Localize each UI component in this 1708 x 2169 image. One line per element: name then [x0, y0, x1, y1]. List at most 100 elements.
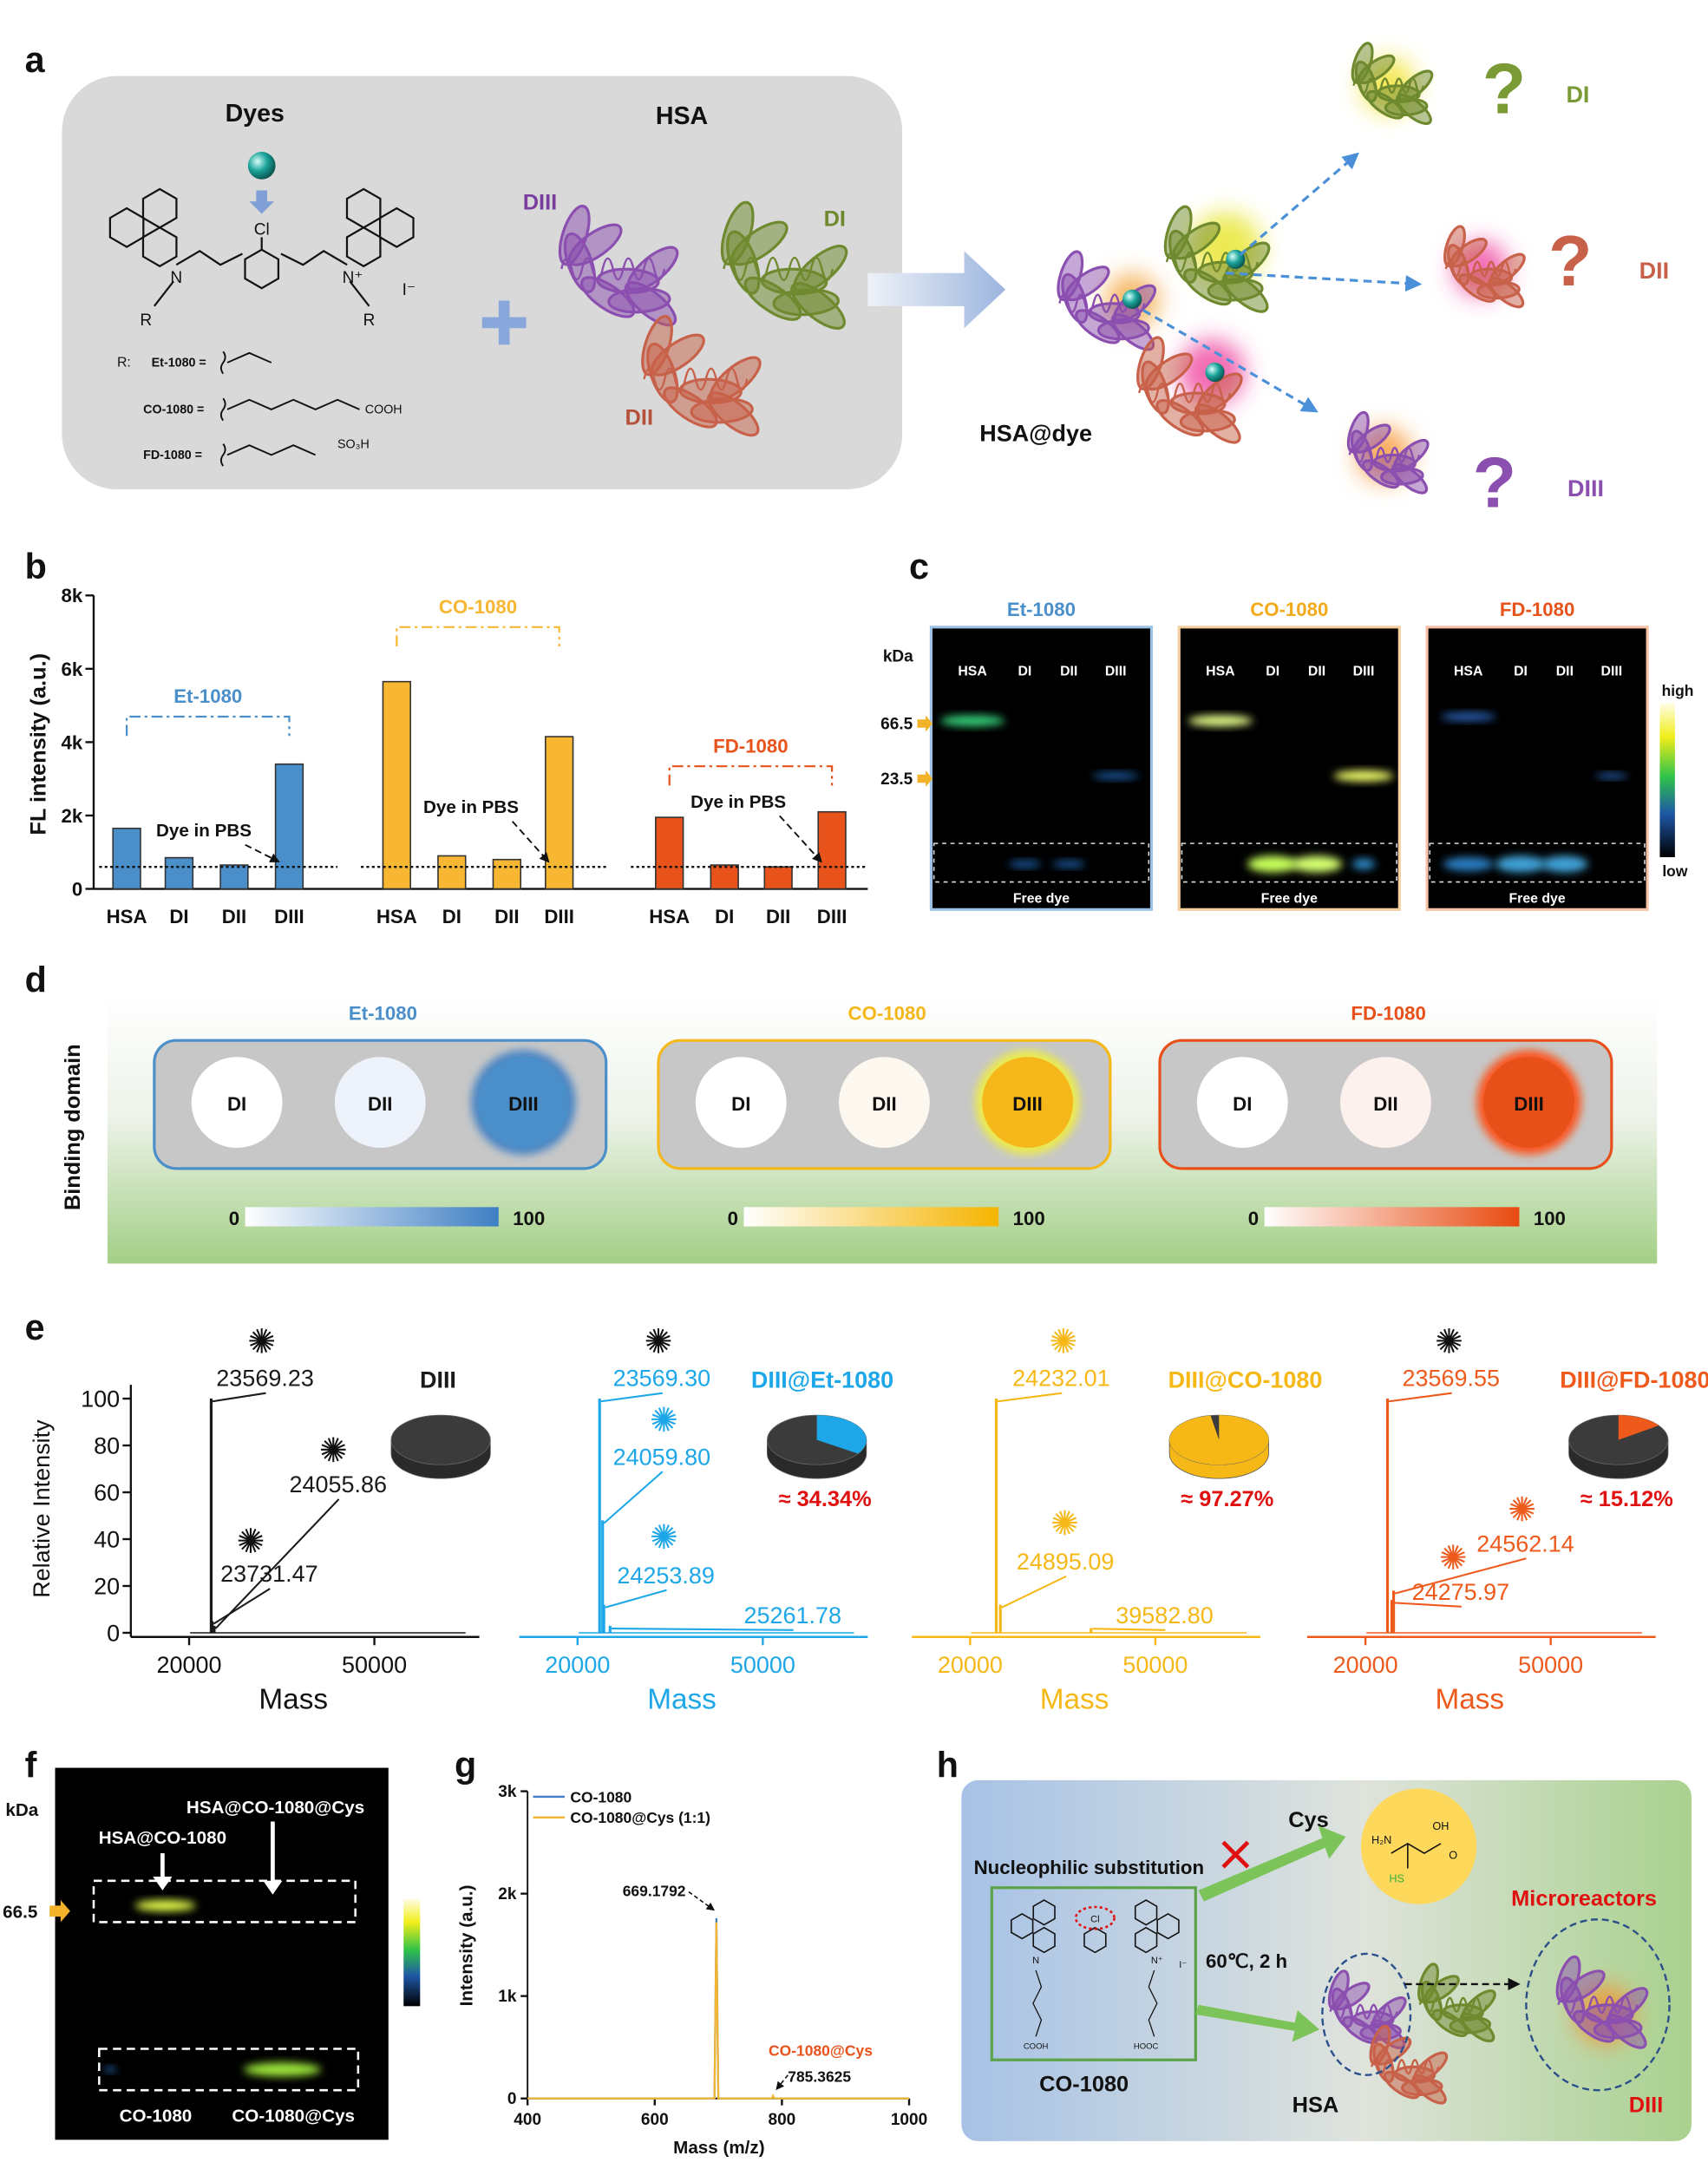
atom: HS — [1389, 1872, 1404, 1884]
domain-circle — [1483, 1057, 1574, 1149]
annotation: 785.3625 — [788, 2068, 851, 2086]
colorbar — [1659, 703, 1675, 857]
atom: N⁺ — [1151, 1956, 1163, 1966]
coil — [1348, 446, 1421, 463]
panel-letter: f — [25, 1746, 37, 1786]
annotation: Dye in PBS — [423, 797, 519, 817]
label: kDa — [5, 1800, 38, 1820]
lane-label: HSA — [1206, 664, 1235, 678]
lane-label: DIII — [1601, 664, 1623, 678]
star — [1510, 1503, 1535, 1515]
domain-label: DI — [824, 207, 846, 232]
helix — [790, 282, 846, 331]
pie-label: ≈ 15.12% — [1580, 1487, 1673, 1511]
dye-name: FD-1080 = — [143, 449, 202, 462]
domain-circle — [695, 1057, 787, 1149]
colorbar — [1264, 1207, 1520, 1227]
x-tick-label: 50000 — [342, 1652, 407, 1678]
x-tick-label: DIII — [544, 906, 574, 927]
peak-label: 24253.89 — [617, 1563, 715, 1589]
lane-label: HSA@CO-1080 — [99, 1828, 226, 1848]
helix — [624, 281, 677, 327]
x-tick-label: 400 — [514, 2111, 541, 2129]
bracket — [668, 765, 834, 786]
panel-letter: b — [25, 547, 47, 586]
atom: I⁻ — [1179, 1960, 1187, 1970]
atom: HOOC — [1134, 2042, 1159, 2052]
annotation-arrow — [511, 821, 550, 863]
x-tick-label: 600 — [641, 2111, 669, 2129]
dashed-box — [98, 2048, 360, 2092]
spectrum-title: DIII@CO-1080 — [1168, 1366, 1323, 1392]
bar — [219, 864, 249, 890]
bar — [492, 858, 522, 890]
x-tick-label: DI — [715, 906, 734, 927]
lane-label: DII — [1556, 664, 1574, 678]
peak-label: 24275.97 — [1412, 1579, 1510, 1605]
y-axis-label: Intensity (a.u.) — [457, 1885, 477, 2007]
atom: R — [363, 311, 376, 330]
band — [1052, 860, 1085, 868]
domain-label: DII — [625, 405, 653, 429]
star — [250, 1334, 274, 1347]
domain-label: DII — [368, 1093, 392, 1115]
x-tick-label: 20000 — [157, 1652, 222, 1678]
arrow — [249, 190, 274, 214]
domain-label: DII — [1373, 1093, 1397, 1115]
bond — [153, 280, 174, 307]
protein — [558, 204, 679, 327]
bar — [710, 864, 739, 890]
coil — [1371, 2059, 1440, 2075]
dye-molecule — [1205, 362, 1225, 383]
gel — [55, 1767, 389, 2140]
leader-line — [1388, 1392, 1452, 1403]
domain-circle — [334, 1057, 426, 1149]
lane-label: DIII — [1105, 664, 1127, 678]
marker-label: 66.5 — [3, 1903, 37, 1923]
bar — [437, 855, 467, 890]
panel-letter: g — [455, 1746, 476, 1786]
pie-slice — [1169, 1415, 1269, 1465]
leader-line — [603, 1471, 664, 1524]
x-axis-label: Mass — [647, 1683, 717, 1715]
bond — [1391, 1843, 1442, 1854]
box-title: FD-1080 — [1351, 1002, 1425, 1024]
title: HSA — [656, 102, 708, 130]
peak-label: 24059.80 — [613, 1444, 711, 1470]
label: R: — [117, 356, 131, 370]
coil — [1418, 1996, 1488, 2013]
helix — [1391, 462, 1429, 495]
x-tick-label: 50000 — [730, 1652, 795, 1678]
bar — [817, 810, 847, 890]
domain-circle — [982, 1057, 1073, 1149]
bar — [382, 680, 411, 890]
star — [1051, 1334, 1076, 1347]
y-tick-label: 6k — [62, 659, 83, 680]
band — [1351, 858, 1376, 870]
y-axis-label: Relative Intensity — [29, 1419, 55, 1598]
lane-label: DI — [1514, 664, 1528, 678]
band — [1541, 855, 1588, 873]
band — [1188, 715, 1253, 727]
annotation: CO-1080@Cys — [769, 2041, 873, 2059]
chain — [226, 351, 272, 364]
y-tick-label: 80 — [94, 1433, 120, 1459]
ring — [1083, 1926, 1107, 1954]
peak-label: 23569.30 — [613, 1366, 711, 1392]
attach-bond — [219, 351, 226, 375]
panel-h-bg — [961, 1779, 1692, 2141]
leader-line — [213, 1588, 271, 1625]
ring — [141, 226, 178, 268]
coil — [643, 367, 749, 391]
protein — [1369, 2024, 1449, 2105]
highlight — [1074, 1905, 1116, 1930]
domain-label: DI — [1233, 1093, 1252, 1115]
x-tick-label: 20000 — [1333, 1652, 1398, 1678]
peak-label: 23731.47 — [220, 1561, 318, 1587]
pie-slice — [1618, 1415, 1659, 1440]
box-title: CO-1080 — [848, 1002, 926, 1024]
ring — [1134, 1926, 1158, 1954]
dashed-circle — [1321, 1952, 1412, 2076]
protein — [1555, 1955, 1649, 2049]
